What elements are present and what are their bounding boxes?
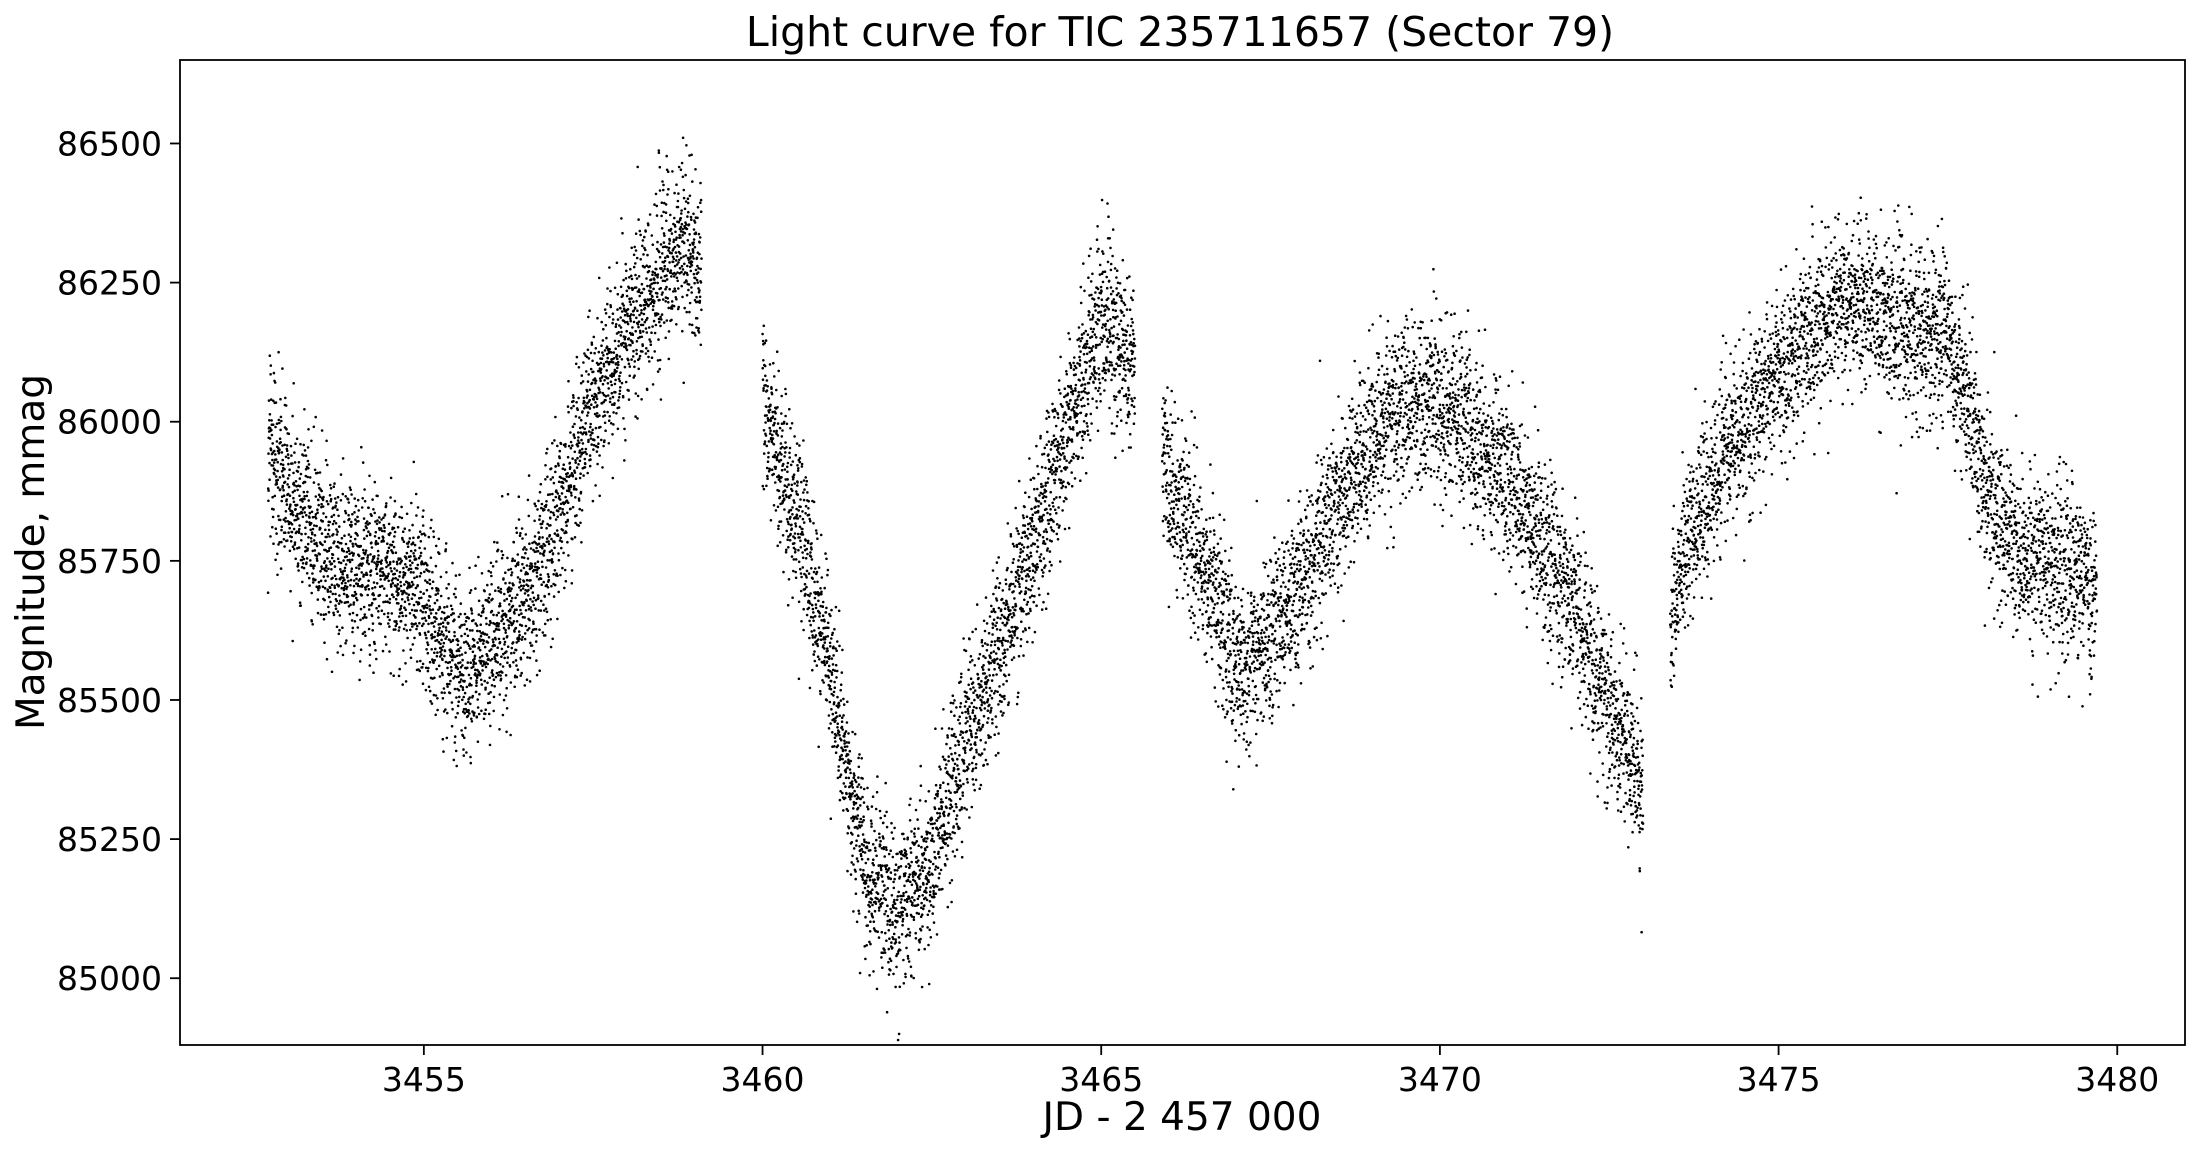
x-tick-label: 3475 xyxy=(1737,1060,1821,1099)
y-tick-label: 85000 xyxy=(57,959,162,998)
y-axis-ticks: 85000 85250 85500 85750 86000 86250 86500 xyxy=(57,124,180,998)
chart-title: Light curve for TIC 235711657 (Sector 79… xyxy=(746,8,1614,56)
x-tick-label: 3460 xyxy=(721,1060,805,1099)
x-axis-ticks: 3455 3460 3465 3470 3475 3480 xyxy=(382,1045,2159,1099)
plot-area-frame xyxy=(179,59,2186,1046)
y-tick-label: 86500 xyxy=(57,124,162,163)
y-tick-label: 85500 xyxy=(57,681,162,720)
x-tick-label: 3480 xyxy=(2075,1060,2159,1099)
scatter-points-group xyxy=(266,136,2099,1042)
y-tick-label: 85250 xyxy=(57,820,162,859)
x-tick-label: 3455 xyxy=(382,1060,466,1099)
x-axis-label: JD - 2 457 000 xyxy=(1040,1095,1322,1140)
x-tick-label: 3465 xyxy=(1059,1060,1143,1099)
x-tick-label: 3470 xyxy=(1398,1060,1482,1099)
y-axis-label: Magnitude, mmag xyxy=(9,374,54,730)
data-points xyxy=(266,136,2099,1042)
y-tick-label: 85750 xyxy=(57,542,162,581)
y-tick-label: 86000 xyxy=(57,403,162,442)
y-tick-label: 86250 xyxy=(57,264,162,303)
